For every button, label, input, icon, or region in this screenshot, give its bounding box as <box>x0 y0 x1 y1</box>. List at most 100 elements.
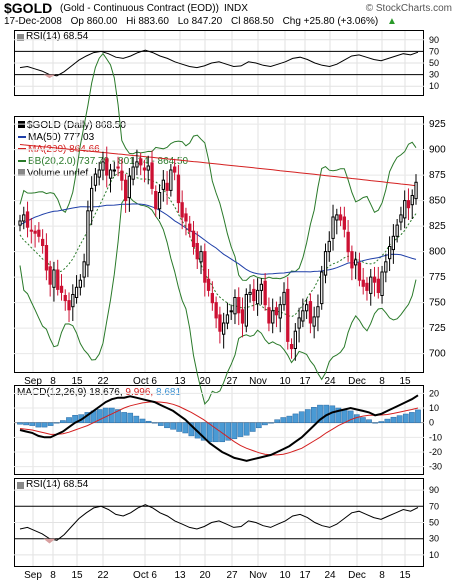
xaxis-label-top-10: 17 <box>299 376 311 387</box>
xaxis-label-bottom-0: Sep <box>24 570 42 581</box>
rsi-top-tick-4: 10 <box>429 81 439 91</box>
candle-body-99 <box>391 235 396 251</box>
macd-hist-bar-19 <box>133 415 140 423</box>
macd-hist-bar-31 <box>206 422 213 443</box>
macd-hist-bar-35 <box>231 422 238 440</box>
xaxis-label-bottom-3: 22 <box>97 570 109 581</box>
candle-body-36 <box>154 191 158 210</box>
candle-body-34 <box>146 165 150 171</box>
rsi-top-label: RSI(14) 68.54 <box>26 31 89 42</box>
macd-label-text: MACD(12,26,9) <box>17 387 87 398</box>
candle-body-105 <box>414 181 418 200</box>
macd-hist-bar-13 <box>96 409 103 423</box>
candle-body-40 <box>169 169 173 191</box>
macd-hist-bar-0 <box>17 422 23 425</box>
macd-hist-bar-30 <box>200 422 207 441</box>
candle-body-30 <box>131 166 135 180</box>
macd-hist-bar-53 <box>341 409 348 423</box>
rsi-bottom-tick-0: 90 <box>429 485 439 495</box>
candle-body-51 <box>210 293 214 304</box>
xaxis-label-top-9: 10 <box>279 376 291 387</box>
macd-value: 18.676, <box>89 387 123 398</box>
bb-upper-line <box>19 52 417 281</box>
macd-hist-bar-34 <box>225 422 232 441</box>
xaxis-label-top-14: 15 <box>399 376 411 387</box>
candle-body-56 <box>229 310 233 313</box>
macd-hist-bar-17 <box>121 412 127 423</box>
macd-hist-bar-65 <box>415 409 421 423</box>
macd-hist-bar-46 <box>298 411 305 423</box>
candle-body-27 <box>120 170 124 181</box>
ma50-line <box>19 203 417 275</box>
macd-hist-bar-61 <box>390 416 397 423</box>
xaxis-label-bottom-10: 17 <box>299 570 311 581</box>
candle-body-10 <box>56 269 60 290</box>
candle-body-47 <box>195 243 199 260</box>
xaxis-label-top-1: 8 <box>50 376 56 387</box>
candle-body-31 <box>135 161 139 168</box>
xaxis-label-bottom-2: 15 <box>71 570 83 581</box>
candle-body-87 <box>346 231 350 253</box>
exchange-label: INDX <box>224 3 248 14</box>
candle-body-28 <box>124 179 128 202</box>
candle-body-50 <box>206 278 211 291</box>
candle-body-42 <box>176 174 181 204</box>
xaxis-label-bottom-6: 20 <box>199 570 211 581</box>
xaxis-label-top-5: 13 <box>174 376 186 387</box>
legend-bb-swatch <box>18 160 26 163</box>
candle-body-65 <box>263 280 267 306</box>
price-tick-9: 700 <box>429 349 446 360</box>
candle-body-29 <box>127 175 131 199</box>
candle-body-89 <box>354 259 358 266</box>
xaxis-label-top-12: Dec <box>348 376 366 387</box>
macd-hist-bar-25 <box>170 422 176 430</box>
xaxis-label-bottom-4: Oct 6 <box>133 570 157 581</box>
legend-ma50: MA(50) 777.03 <box>18 132 188 144</box>
candle-body-61 <box>248 291 252 295</box>
macd-hist-bar-56 <box>360 417 366 423</box>
macd-tick-1: 10 <box>429 403 439 413</box>
candle-body-48 <box>199 251 203 263</box>
macd-hist-bar-62 <box>396 415 403 423</box>
candle-body-85 <box>338 214 343 221</box>
xaxis-label-bottom-7: 27 <box>226 570 238 581</box>
candle-body-81 <box>323 251 328 276</box>
candle-body-37 <box>157 192 162 210</box>
candle-body-63 <box>256 289 260 305</box>
brand-label: © StockCharts.com <box>365 3 452 14</box>
xaxis-label-top-8: Nov <box>249 376 267 387</box>
xaxis-label-bottom-1: 8 <box>50 570 56 581</box>
symbol-name: (Gold - Continuous Contract (EOD)) <box>60 3 219 14</box>
candle-body-91 <box>361 279 365 287</box>
candle-body-92 <box>365 282 369 291</box>
macd-label: MACD(12,26,9) 18.676, 9.996, 8.681 <box>17 387 181 398</box>
legend-ma50-swatch <box>18 136 26 139</box>
macd-tick-4: -20 <box>429 447 442 457</box>
candle-body-11 <box>59 285 64 293</box>
macd-tick-5: -30 <box>429 462 442 472</box>
candle-body-33 <box>142 167 147 171</box>
macd-hist-bar-33 <box>219 422 225 443</box>
macd-hist-bar-5 <box>47 422 54 426</box>
price-tick-3: 850 <box>429 196 446 207</box>
xaxis-label-bottom-14: 15 <box>399 570 411 581</box>
candle-body-8 <box>48 266 52 285</box>
macd-hist-bar-43 <box>280 417 287 423</box>
macd-hist-bar-8 <box>66 417 72 423</box>
rsi-top-icon <box>17 34 24 41</box>
macd-hist-bar-58 <box>372 422 378 424</box>
candle-body-74 <box>297 317 301 329</box>
macd-hist-bar-60 <box>384 418 391 423</box>
xaxis-label-bottom-9: 10 <box>279 570 291 581</box>
candle-body-72 <box>289 344 294 350</box>
xaxis-label-bottom-12: Dec <box>348 570 366 581</box>
candle-body-13 <box>67 300 71 311</box>
candle-body-84 <box>335 214 339 221</box>
candle-body-7 <box>44 245 49 271</box>
rsi-top-tick-1: 70 <box>429 46 439 56</box>
quote-high: Hi 883.60 <box>126 16 169 27</box>
candle-body-78 <box>312 316 316 327</box>
rsi-top-oversold-fill <box>43 74 56 79</box>
candle-body-49 <box>203 251 207 283</box>
candle-body-68 <box>274 307 279 316</box>
